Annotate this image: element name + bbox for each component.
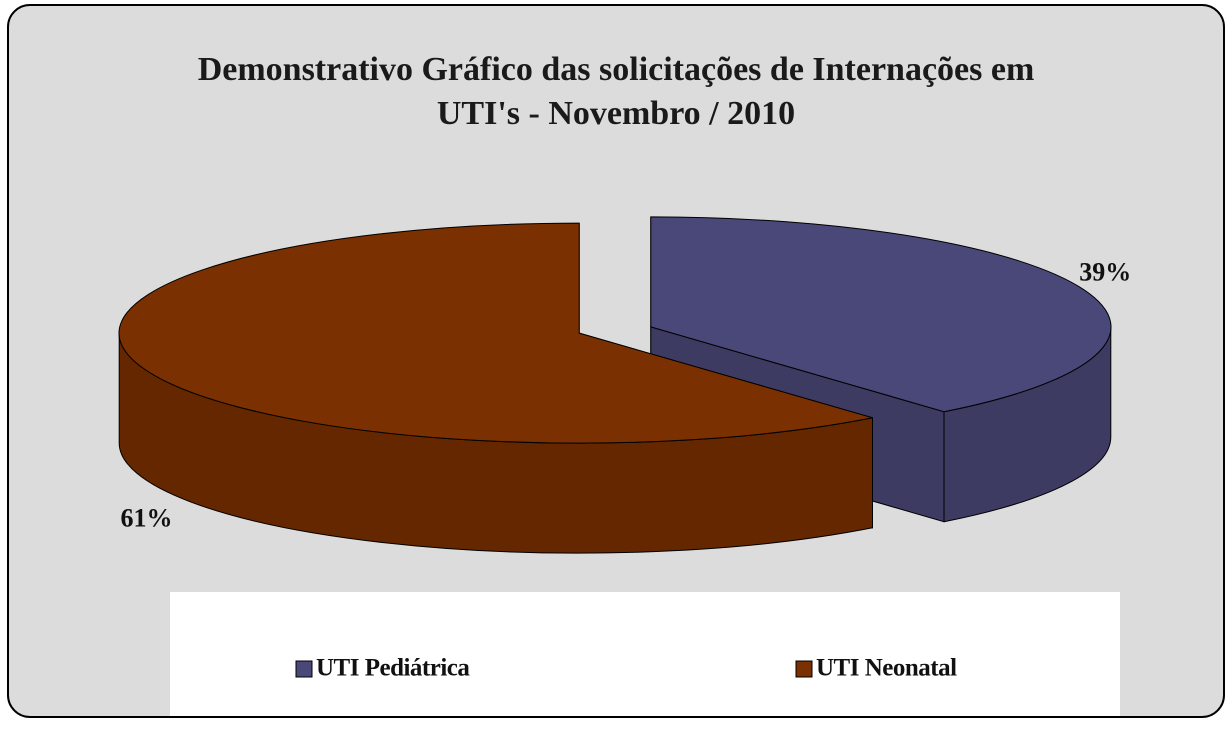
legend-box — [170, 592, 1120, 716]
data-label: 39% — [1079, 258, 1131, 287]
chart-title: Demonstrativo Gráfico das solicitações d… — [197, 51, 1035, 132]
legend-label: UTI Neonatal — [816, 655, 957, 682]
slice — [650, 216, 1112, 413]
data-label: 61% — [120, 503, 172, 532]
slice — [118, 222, 873, 444]
legend-swatch — [295, 660, 313, 678]
legend-label: UTI Pediátrica — [316, 655, 470, 682]
legend-swatch — [795, 660, 813, 678]
legend: UTI Pediátrica UTI Neonatal — [295, 655, 958, 682]
pie: 39% 61% — [118, 216, 1131, 554]
